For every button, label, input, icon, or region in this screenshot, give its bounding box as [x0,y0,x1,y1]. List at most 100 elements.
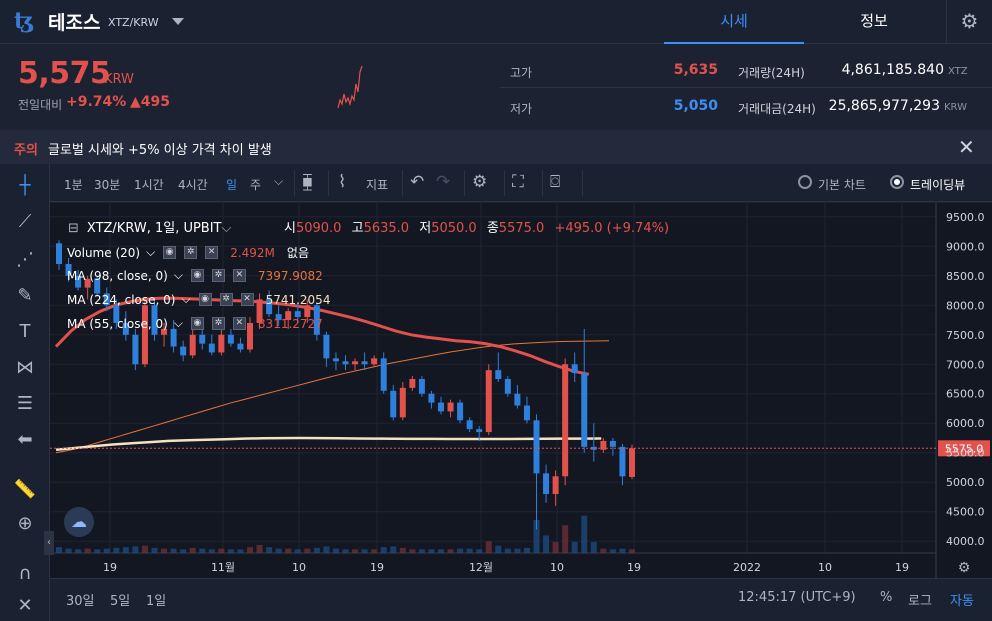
brush-icon[interactable]: ✎ [17,285,33,306]
close-icon[interactable]: ✕ [232,269,246,282]
percent-toggle[interactable]: % [880,590,893,605]
text-tool-icon[interactable]: T [19,321,31,342]
close-icon[interactable]: ✕ [958,135,975,159]
close-icon[interactable]: ✕ [205,246,219,259]
change-value: +495.0 (+9.74%) [554,221,670,236]
settings-icon[interactable]: ✲ [211,317,225,330]
y-tick-label: 7500.0 [946,329,985,342]
forecast-icon[interactable]: ☰ [16,393,34,414]
arrow-back-icon[interactable]: ⬅ [17,429,33,450]
chevron-down-icon[interactable]: ⌵ [146,245,156,259]
volume-bar [581,515,588,553]
legend-ma-55[interactable]: MA (55, close, 0) ⌵ ◉ ✲ ✕ 8311.2727 [67,316,323,331]
zoom-in-icon[interactable]: ⊕ [17,513,33,534]
tradingview-label[interactable]: 트레이딩뷰 [910,178,966,192]
divider [582,170,583,196]
candle [208,343,215,353]
tradingview-logo[interactable]: ☁ [64,507,94,537]
y-tick-label: 9500.0 [946,211,985,224]
close-icon[interactable]: ✕ [232,317,246,330]
volume-bar [151,547,158,553]
candle [390,390,397,418]
range-5d[interactable]: 5일 [110,594,131,609]
gear-icon[interactable]: ⚙ [958,560,971,576]
lock-icon[interactable]: ✕ [17,595,33,616]
candle [552,476,559,495]
radio-basic-chart[interactable] [798,175,812,189]
interval-1m[interactable]: 1분 [64,178,83,192]
interval-1d[interactable]: 일 [226,178,238,192]
legend-volume[interactable]: Volume (20) ⌵ ◉ ✲ ✕ 2.492M 없음 [67,244,309,261]
legend-ma-224[interactable]: MA (224, close, 0) ⌵ ◉ ✲ ✕ 5741.2054 [67,292,330,307]
interval-1w[interactable]: 주 [250,178,262,192]
tab-info[interactable]: 정보 [860,12,888,30]
open-label: 시 [284,221,296,236]
close-icon[interactable]: ✕ [240,293,254,306]
volume-bar [132,546,139,553]
trendline-icon[interactable]: ⟋ [18,211,32,232]
gear-icon[interactable]: ⚙ [946,0,992,44]
radio-tradingview[interactable] [890,175,904,189]
price-chart[interactable]: 5575.0 9500.0 9000.0 8500.0 8000.0 7500.0 7000… [50,203,992,578]
volume-bar [218,548,225,553]
basic-chart-label[interactable]: 기본 차트 [818,178,866,192]
eye-icon[interactable]: ◉ [190,269,204,282]
volume-bar [409,549,416,553]
coin-name[interactable]: 테조스 [48,12,101,34]
candle [141,305,148,365]
chevron-down-icon[interactable]: ⌵ [274,174,284,188]
magnet-icon[interactable]: ∩ [18,563,32,584]
pattern-icon[interactable]: ⋈ [16,357,34,378]
chart-title-text[interactable]: XTZ/KRW, 1일, UPBIT [86,221,222,236]
settings-icon[interactable]: ✲ [211,269,225,282]
tab-price[interactable]: 시세 [664,0,804,44]
chart-toolbar: 1분 30분 1시간 4시간 일 주 ⌵ ⧯ ⌇ 지표 ↶ ↷ ⚙ ⛶ ⌼ 기본… [50,164,992,202]
candle [409,379,416,388]
coin-pair[interactable]: XTZ/KRW [108,16,159,29]
y-tick-label: 9000.0 [946,240,985,253]
auto-toggle[interactable]: 자동 [950,594,974,609]
camera-icon[interactable]: ⌼ [550,172,561,192]
chevron-down-icon[interactable]: ⌵ [181,292,191,306]
ma-224-line [55,436,602,452]
settings-icon[interactable]: ✲ [184,246,198,259]
fullscreen-icon[interactable]: ⛶ [512,172,524,192]
chevron-down-icon[interactable] [172,18,184,25]
chart-area[interactable]: 5575.0 9500.0 9000.0 8500.0 8000.0 7500.0 7000… [44,203,992,578]
range-1d[interactable]: 1일 [146,594,167,609]
pitchfork-icon[interactable]: ⋰ [16,249,34,270]
divider [542,170,543,196]
range-30d[interactable]: 30일 [66,594,95,609]
interval-30m[interactable]: 30분 [94,178,121,192]
interval-1h[interactable]: 1시간 [134,178,164,192]
interval-4h[interactable]: 4시간 [178,178,208,192]
eye-icon[interactable]: ◉ [198,293,212,306]
settings-icon[interactable]: ✲ [219,293,233,306]
undo-icon[interactable]: ↶ [410,172,425,192]
candlestick-icon[interactable]: ⧯ [302,172,313,192]
collapse-toolbar-button[interactable]: ‹ [44,531,54,555]
clock-time[interactable]: 12:45:17 (UTC+9) [738,590,856,605]
candle [590,446,597,450]
redo-icon[interactable]: ↷ [436,172,451,192]
chevron-down-icon[interactable]: ⌵ [173,316,183,330]
chevron-down-icon[interactable]: ⌵ [173,268,183,282]
y-tick-label: 5500.0 [946,447,985,460]
last-price-label: 5575.0 [945,442,984,455]
log-toggle[interactable]: 로그 [908,594,932,609]
legend-ma-98[interactable]: MA (98, close, 0) ⌵ ◉ ✲ ✕ 7397.9082 [67,268,323,283]
crosshair-icon[interactable]: ┼ [19,175,31,196]
y-tick-label: 4500.0 [946,506,985,519]
indicator-button[interactable]: 지표 [366,178,389,192]
legend-label: MA (55, close, 0) [67,316,168,331]
chevron-down-icon[interactable]: ⌵ [221,221,232,236]
settings-icon[interactable]: ⚙ [472,172,488,192]
indicator-icon[interactable]: ⌇ [338,172,347,192]
ruler-icon[interactable]: 📏 [13,479,37,500]
eye-icon[interactable]: ◉ [190,317,204,330]
volume-bar [285,548,292,553]
high-label: 고가 [510,66,533,80]
eye-icon[interactable]: ◉ [163,246,177,259]
collapse-icon[interactable]: ⊟ [68,221,79,236]
candle [237,343,244,350]
